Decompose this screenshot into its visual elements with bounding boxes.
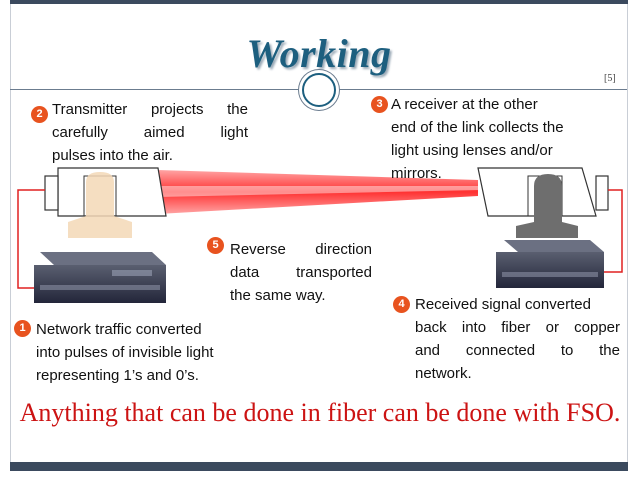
tagline: Anything that can be done in fiber can b… <box>19 398 621 427</box>
slide-left-border <box>10 4 11 462</box>
receiver-network-device-top <box>504 240 604 252</box>
title-rule-left <box>10 89 302 90</box>
transmitter-network-device-top <box>40 252 166 265</box>
light-beam-core <box>158 186 478 197</box>
step-4-text: Received signal converted back into fibe… <box>415 296 620 382</box>
receiver-fiber-cable <box>600 189 623 273</box>
title-ornament-circle <box>302 73 336 107</box>
step-1-badge: 1 <box>14 320 31 337</box>
step-5-text: Reverse direction data transported the s… <box>230 241 372 304</box>
page-number: [5] <box>604 73 616 84</box>
slide-bottom-border <box>10 462 628 471</box>
step-2-text: Transmitter projects the carefully aimed… <box>52 101 248 164</box>
step-5-badge: 5 <box>207 237 224 254</box>
transmitter-fiber-cable <box>17 189 45 289</box>
light-beam <box>158 170 478 214</box>
receiver-pedestal <box>516 174 578 238</box>
transmitter-pedestal <box>68 172 132 238</box>
title-rule-right <box>336 89 627 90</box>
step-3-badge: 3 <box>371 96 388 113</box>
transmitter-back-plate <box>44 175 59 211</box>
step-1-text: Network traffic converted into pulses of… <box>36 321 214 384</box>
slide-top-border <box>10 0 628 4</box>
step-4-badge: 4 <box>393 296 410 313</box>
receiver-back-plate <box>595 175 609 211</box>
step-2-badge: 2 <box>31 106 48 123</box>
step-3-text: A receiver at the other end of the link … <box>391 96 564 182</box>
slide-right-border <box>627 4 628 462</box>
slide-title: Working <box>246 31 392 76</box>
receiver-network-device <box>496 252 604 288</box>
